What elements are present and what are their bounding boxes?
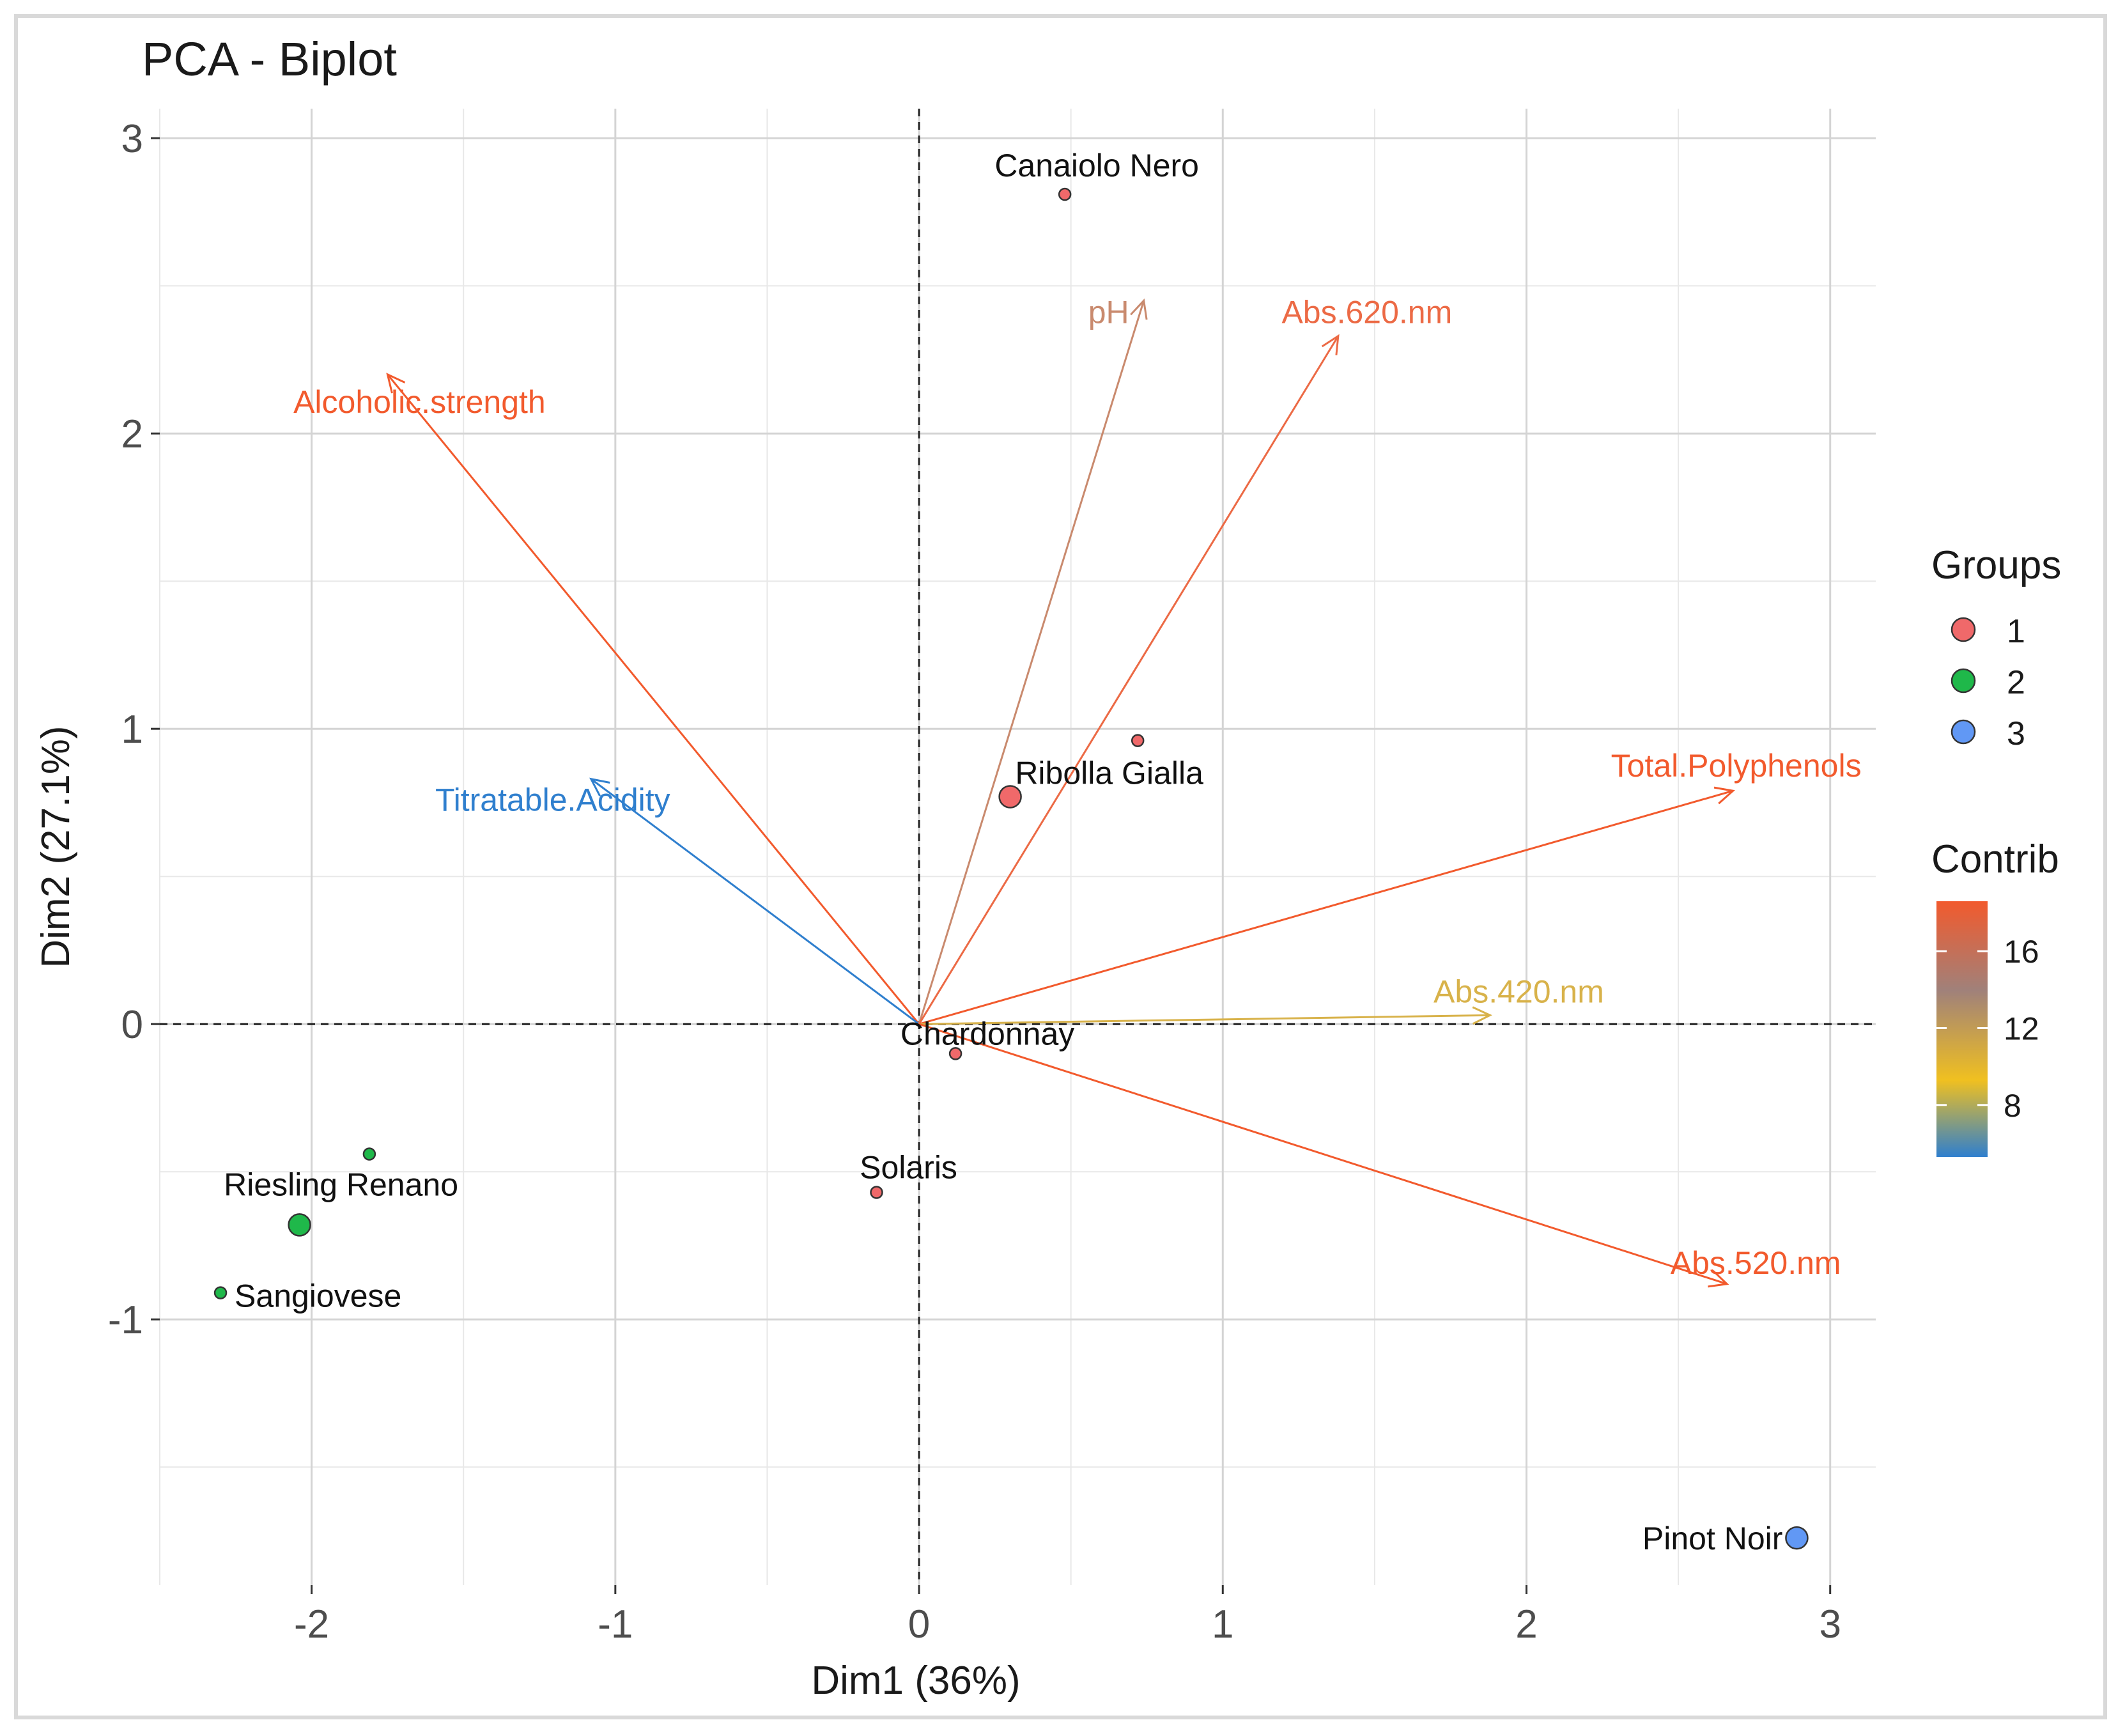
legend-group-label: 1 [2007, 613, 2025, 650]
arrow-head [1472, 1006, 1492, 1025]
y-tick-label: 1 [121, 708, 143, 752]
point-label: Canaiolo Nero [994, 148, 1199, 183]
point-label: Chardonnay [900, 1016, 1074, 1051]
point-group-1 [1058, 187, 1072, 201]
grid-major [160, 109, 1876, 1585]
arrow-head [1321, 334, 1340, 355]
x-tick-labels: -2 -1 0 1 2 3 [294, 1602, 1841, 1647]
arrow-label: Alcoholic.strength [293, 384, 546, 420]
x-tick-label: 3 [1819, 1602, 1841, 1647]
point-group-1 [870, 1186, 883, 1199]
point-group-1 [1131, 734, 1145, 747]
grid-minor [159, 109, 1876, 1585]
axis-ticks [151, 137, 1832, 1594]
legend-groups-title: Groups [1931, 543, 2061, 587]
point-label: Ribolla Gialla [1015, 755, 1203, 791]
arrow-abs-620-nm [918, 335, 1340, 1025]
legend-contrib: Contrib 16 12 8 [1931, 837, 2059, 1157]
y-tick-label: 2 [121, 412, 143, 456]
legend-group-swatch [1951, 617, 1976, 642]
point-group-2 [362, 1147, 376, 1161]
x-tick-label: 0 [908, 1602, 930, 1647]
arrow-head [1713, 786, 1735, 805]
x-tick-label: 1 [1212, 1602, 1233, 1647]
point-label: Solaris [860, 1150, 957, 1186]
arrow-label: Abs.520.nm [1671, 1245, 1841, 1281]
x-tick-label: -2 [294, 1602, 329, 1647]
y-tick-label: 3 [121, 117, 143, 161]
y-tick-label: -1 [108, 1298, 143, 1342]
point-labels: Canaiolo Nero Ribolla Gialla Chardonnay Sol… [224, 148, 1782, 1556]
point-group-3 [1785, 1526, 1809, 1550]
legend-group-label: 3 [2007, 715, 2025, 752]
chart-frame [14, 14, 2107, 1719]
arrow-label: Abs.620.nm [1281, 295, 1452, 330]
arrow-titratable-acidity [590, 778, 920, 1025]
point-group-1 [998, 785, 1022, 809]
arrow-alcoholic-strength [387, 373, 920, 1025]
legend-groups: Groups 1 2 3 [1931, 543, 2061, 752]
arrow-labels: Alcoholic.strength Titratable.Acidity pH Ab… [293, 294, 1862, 1280]
point-label: Riesling Renano [224, 1166, 458, 1202]
point-label: Sangiovese [235, 1278, 401, 1314]
point-group-2 [288, 1213, 311, 1237]
arrow-label: pH [1088, 294, 1129, 330]
arrow-abs-420-nm [919, 1014, 1490, 1025]
arrow-ph [918, 300, 1145, 1025]
individual-points [213, 187, 1809, 1550]
arrow-label: Total.Polyphenols [1611, 748, 1862, 784]
chart-title: PCA - Biplot [142, 33, 397, 86]
colorbar-tick-label: 8 [2004, 1088, 2021, 1124]
colorbar-tick-label: 12 [2004, 1011, 2039, 1046]
arrow-abs-520-nm [918, 1023, 1727, 1285]
point-label: Pinot Noir [1642, 1521, 1783, 1556]
arrow-total-polyphenols [918, 789, 1734, 1025]
x-tick-label: 2 [1515, 1602, 1537, 1647]
y-tick-labels: -1 0 1 2 3 [108, 117, 143, 1342]
point-group-1 [948, 1047, 962, 1060]
arrow-head [1130, 298, 1148, 320]
y-tick-label: 0 [121, 1003, 143, 1047]
colorbar-tick-label: 16 [2004, 934, 2039, 970]
arrow-head [386, 373, 406, 394]
arrow-head [1708, 1270, 1729, 1288]
point-group-2 [213, 1286, 228, 1299]
y-axis-label: Dim2 (27.1%) [34, 726, 78, 968]
legend-group-label: 2 [2007, 664, 2025, 701]
arrow-label: Titratable.Acidity [435, 782, 670, 818]
legend-group-swatch [1951, 668, 1976, 694]
variable-arrows [386, 298, 1735, 1288]
legend-group-swatch [1951, 719, 1976, 745]
legend-contrib-title: Contrib [1931, 837, 2059, 881]
contrib-colorbar [1936, 901, 1988, 1157]
x-axis-label: Dim1 (36%) [811, 1659, 1020, 1703]
zero-lines [160, 109, 1876, 1585]
arrow-head [589, 777, 610, 797]
x-tick-label: -1 [598, 1602, 633, 1647]
arrow-label: Abs.420.nm [1433, 973, 1604, 1009]
